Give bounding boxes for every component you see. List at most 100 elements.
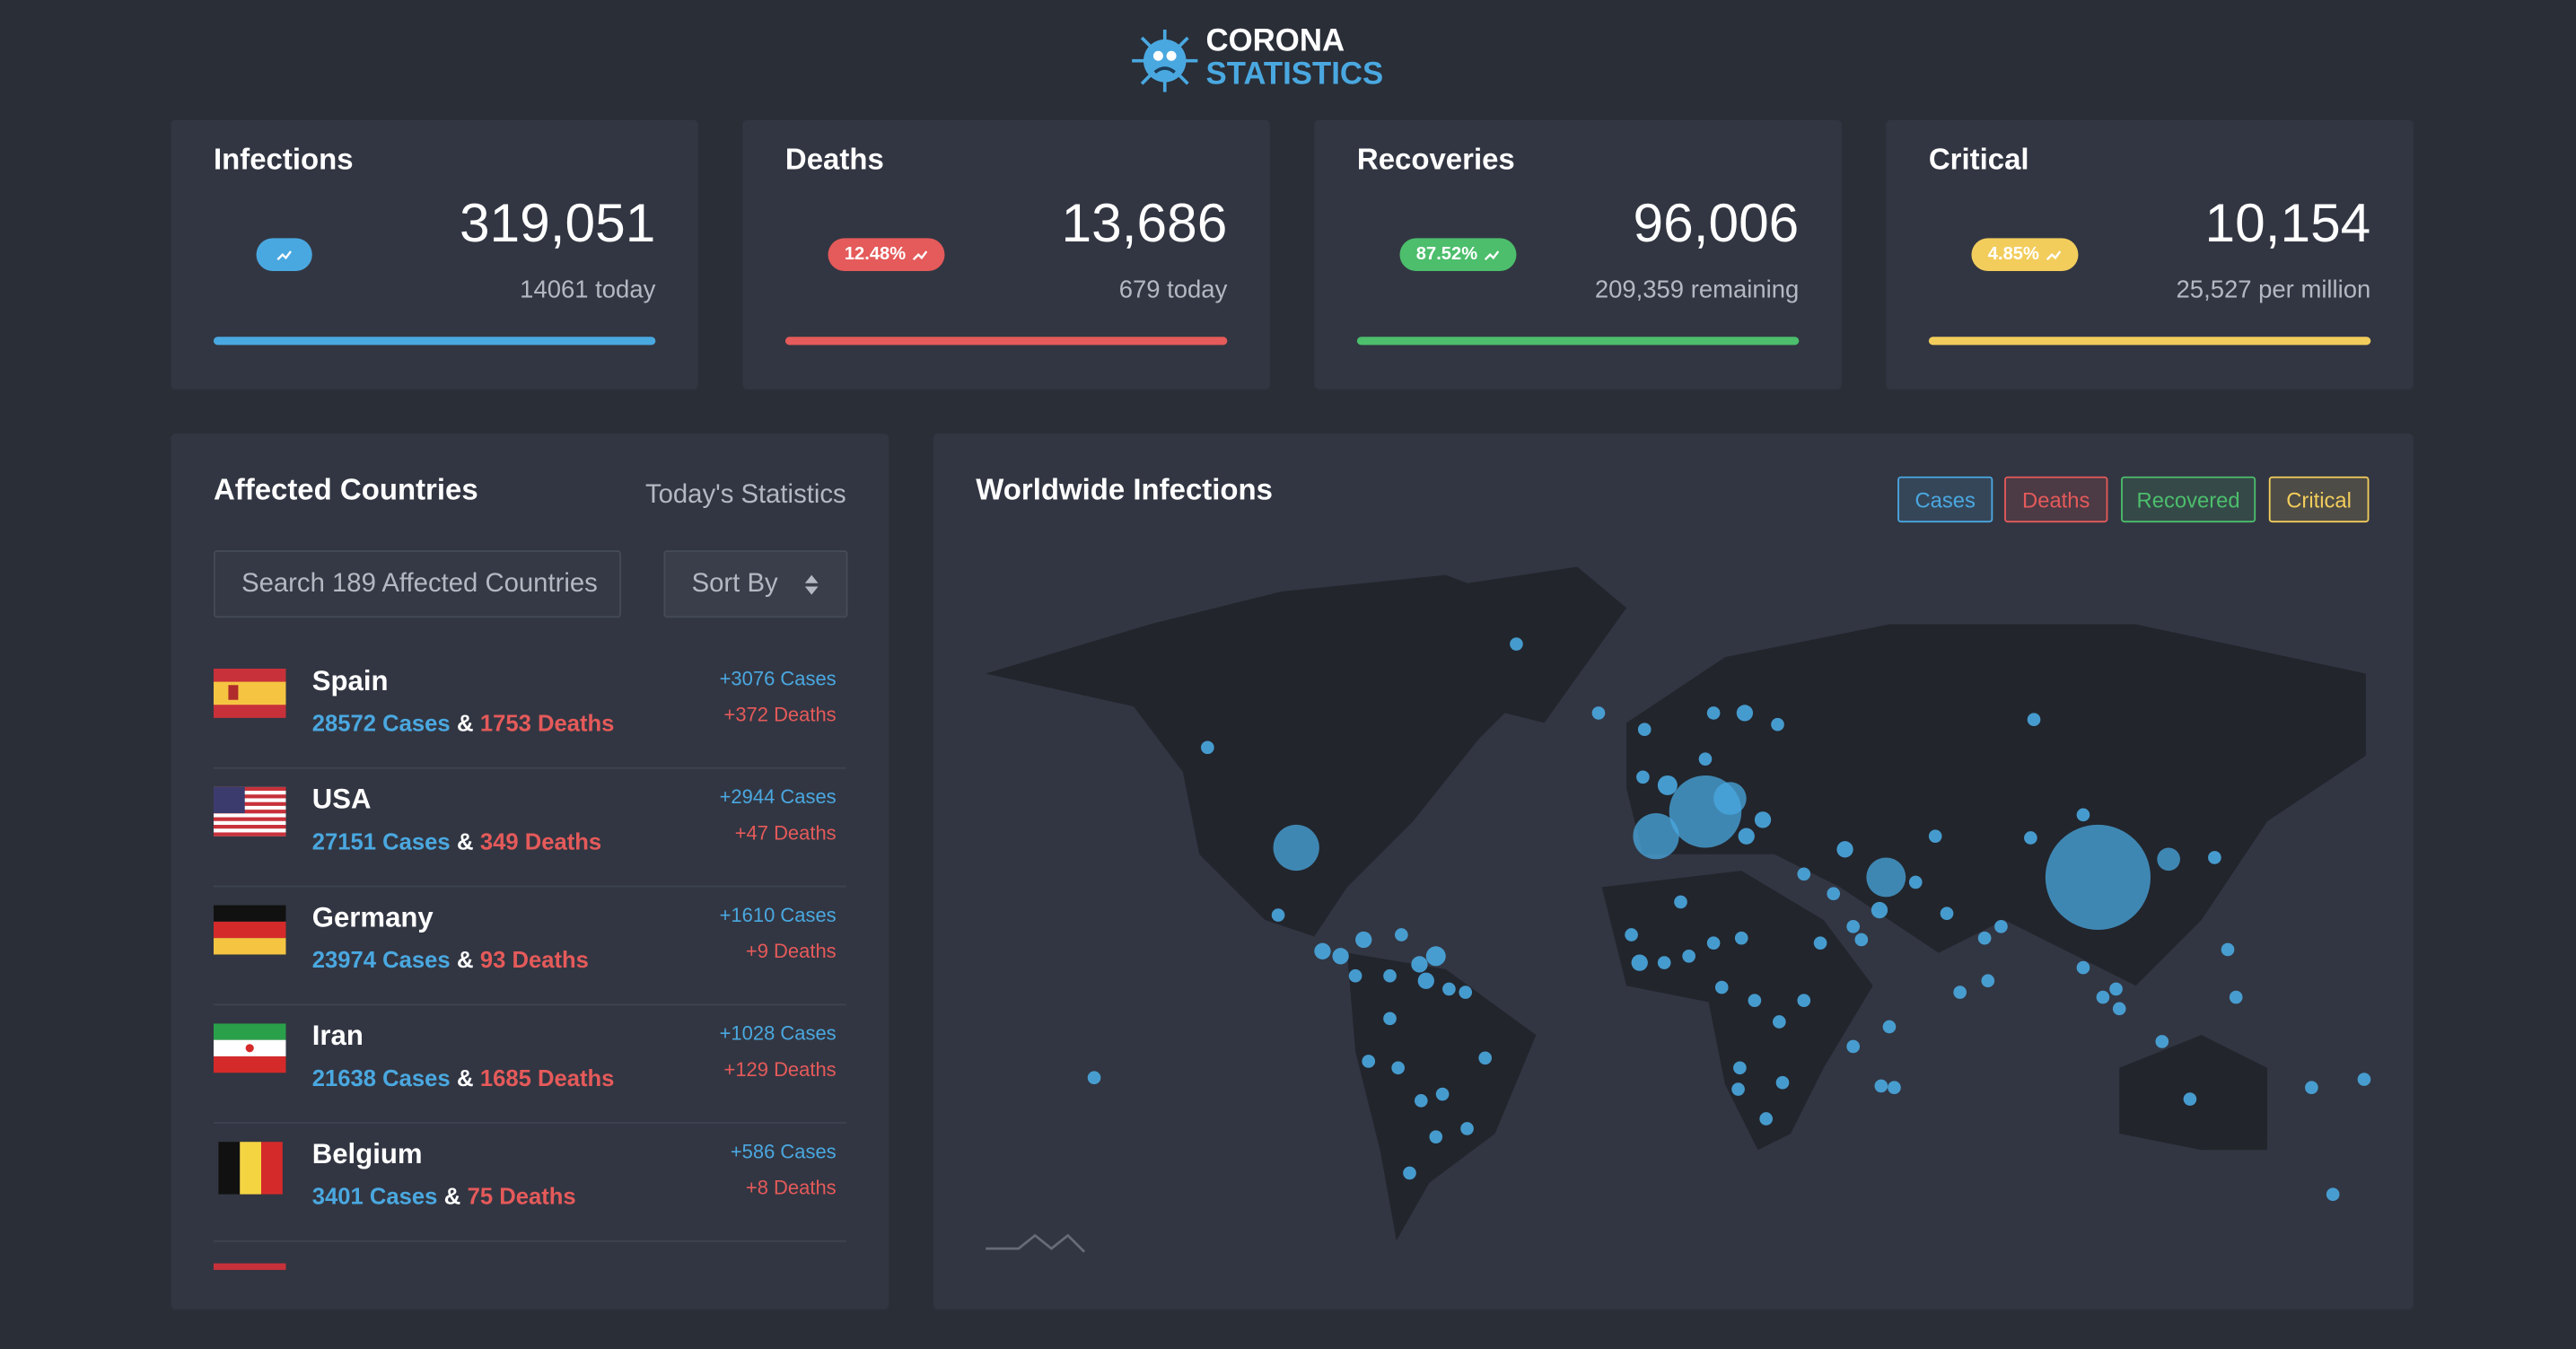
search-box[interactable]: Search 189 Affected Countries <box>213 550 621 618</box>
infection-dot[interactable] <box>1713 782 1747 815</box>
infection-dot[interactable] <box>1836 841 1853 858</box>
infection-dot[interactable] <box>1698 752 1713 766</box>
infection-dot[interactable] <box>1731 1082 1745 1096</box>
infection-dot[interactable] <box>2229 990 2243 1004</box>
flag-image <box>213 905 286 955</box>
today-deaths: +9 Deaths <box>745 939 837 963</box>
infection-dot[interactable] <box>2109 982 2123 996</box>
infection-dot[interactable] <box>1362 1055 1376 1068</box>
infection-dot[interactable] <box>2326 1187 2340 1202</box>
infection-dot[interactable] <box>1425 946 1446 967</box>
today-cases: +2944 Cases <box>719 784 837 809</box>
connector: & <box>456 709 474 737</box>
infection-dot[interactable] <box>2208 851 2221 864</box>
flag-partial <box>213 1263 286 1270</box>
infection-dot[interactable] <box>1771 717 1784 731</box>
infection-dot[interactable] <box>1631 954 1648 971</box>
infection-dot[interactable] <box>1775 1075 1790 1090</box>
infection-dot[interactable] <box>1754 811 1772 828</box>
infection-dot[interactable] <box>1348 968 1362 983</box>
infection-dot[interactable] <box>1271 908 1285 922</box>
infection-dot[interactable] <box>1759 1112 1774 1126</box>
infection-dot[interactable] <box>2076 960 2090 975</box>
infection-dot[interactable] <box>2076 808 2090 822</box>
infection-dot[interactable] <box>1738 828 1755 845</box>
infection-dot[interactable] <box>2183 1092 2197 1106</box>
infection-dot[interactable] <box>1846 1039 1861 1054</box>
infection-dot[interactable] <box>1733 1061 1747 1075</box>
country-deaths: 75 Deaths <box>467 1182 576 1210</box>
infection-dot[interactable] <box>1637 723 1652 737</box>
infection-dot[interactable] <box>2027 713 2041 727</box>
infection-dot[interactable] <box>1391 1061 1405 1075</box>
legend-button[interactable]: Critical <box>2268 476 2370 523</box>
infection-dot[interactable] <box>2221 942 2235 957</box>
infection-dot[interactable] <box>1383 968 1397 983</box>
legend-button[interactable]: Cases <box>1897 476 1993 523</box>
infection-dot[interactable] <box>1866 857 1906 898</box>
infection-dot[interactable] <box>1813 936 1827 950</box>
sort-select[interactable]: Sort By <box>663 550 848 618</box>
infection-dot[interactable] <box>1846 920 1861 933</box>
infection-dot[interactable] <box>1748 994 1762 1008</box>
infection-dot[interactable] <box>1383 1012 1397 1026</box>
infection-dot[interactable] <box>1882 1020 1897 1034</box>
infection-dot[interactable] <box>2112 1002 2126 1016</box>
legend-button[interactable]: Recovered <box>2121 476 2256 523</box>
infection-dot[interactable] <box>2157 847 2180 872</box>
infection-dot[interactable] <box>1478 1051 1493 1065</box>
infection-dot[interactable] <box>1706 706 1721 720</box>
infection-dot[interactable] <box>2024 831 2037 845</box>
infection-dot[interactable] <box>1977 931 1992 945</box>
infection-dot[interactable] <box>1682 949 1695 963</box>
infection-dot[interactable] <box>1403 1166 1416 1180</box>
infection-dot[interactable] <box>1953 985 1967 999</box>
infection-dot[interactable] <box>2155 1035 2169 1048</box>
infection-dot[interactable] <box>1510 637 1523 651</box>
infection-dot[interactable] <box>1411 956 1428 973</box>
infection-dot[interactable] <box>1981 974 1995 988</box>
infection-dot[interactable] <box>1994 920 2008 933</box>
infection-dot[interactable] <box>1940 907 1954 921</box>
infection-dot[interactable] <box>1734 931 1748 945</box>
infection-dot[interactable] <box>1201 740 1214 755</box>
infection-dot[interactable] <box>1797 994 1811 1008</box>
infection-dot[interactable] <box>1417 972 1434 989</box>
infection-dot[interactable] <box>1395 928 1408 942</box>
infection-dot[interactable] <box>1460 1122 1474 1135</box>
infection-dot[interactable] <box>1273 824 1319 872</box>
infection-dot[interactable] <box>1087 1071 1101 1085</box>
infection-dot[interactable] <box>1736 705 1754 722</box>
infection-dot[interactable] <box>1657 775 1678 795</box>
infection-dot[interactable] <box>1442 982 1456 996</box>
infection-dot[interactable] <box>2045 824 2151 931</box>
infection-dot[interactable] <box>2305 1081 2318 1095</box>
infection-dot[interactable] <box>1714 980 1729 994</box>
infection-dot[interactable] <box>1706 936 1721 950</box>
infection-dot[interactable] <box>1773 1015 1786 1029</box>
infection-dot[interactable] <box>1636 770 1650 784</box>
infection-dot[interactable] <box>1591 706 1606 720</box>
infection-dot[interactable] <box>2357 1073 2371 1086</box>
infection-dot[interactable] <box>1314 942 1331 959</box>
infection-dot[interactable] <box>1633 813 1679 860</box>
infection-dot[interactable] <box>1625 928 1638 942</box>
infection-dot[interactable] <box>1332 948 1349 965</box>
infection-dot[interactable] <box>1888 1081 1901 1095</box>
infection-dot[interactable] <box>1435 1087 1450 1101</box>
infection-dot[interactable] <box>1908 875 1923 889</box>
infection-dot[interactable] <box>1827 887 1841 901</box>
infection-dot[interactable] <box>1355 931 1372 949</box>
infection-dot[interactable] <box>1429 1130 1443 1143</box>
infection-dot[interactable] <box>1459 985 1473 999</box>
infection-dot[interactable] <box>1871 901 1888 919</box>
infection-dot[interactable] <box>1874 1079 1888 1093</box>
infection-dot[interactable] <box>2096 990 2110 1004</box>
infection-dot[interactable] <box>1657 956 1671 969</box>
infection-dot[interactable] <box>1854 933 1869 947</box>
legend-button[interactable]: Deaths <box>2004 476 2108 523</box>
infection-dot[interactable] <box>1797 867 1811 881</box>
infection-dot[interactable] <box>1414 1094 1428 1108</box>
infection-dot[interactable] <box>1928 829 1942 843</box>
infection-dot[interactable] <box>1674 895 1687 909</box>
